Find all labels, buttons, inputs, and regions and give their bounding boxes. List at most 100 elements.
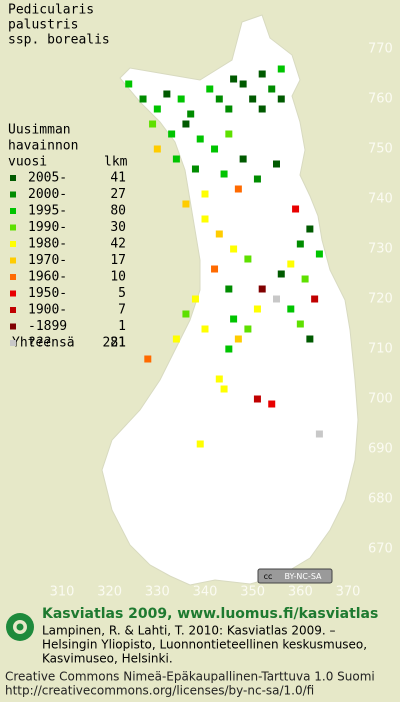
record-square [315,250,323,258]
record-square [182,310,190,318]
legend-count: 42 [110,237,126,252]
record-square [311,295,319,303]
y-tick-label: 740 [368,192,393,207]
y-tick-label: 670 [368,542,393,557]
record-square [239,80,247,88]
legend-count: 5 [118,286,126,301]
record-square [253,175,261,183]
y-tick-label: 710 [368,342,393,357]
legend-heading: Uusimman [8,123,71,138]
x-tick-label: 350 [240,585,265,600]
record-square [244,325,252,333]
y-tick-label: 730 [368,242,393,257]
record-square [191,165,199,173]
record-square [258,70,266,78]
record-square [201,190,209,198]
title: ssp. borealis [8,33,110,48]
record-square [211,265,219,273]
cc-badge [257,568,333,584]
record-square [273,295,280,303]
y-tick-label: 680 [368,492,393,507]
record-square [296,240,304,248]
record-square [225,285,233,293]
legend-heading: havainnon [8,139,78,154]
record-square [277,270,285,278]
legend-label: 1900- [28,303,67,318]
record-square [182,200,190,208]
record-square [144,355,152,363]
record-square [244,255,252,263]
record-square [215,230,223,238]
legend-swatch [10,340,16,346]
legend-swatch [10,290,16,297]
legend-swatch [10,274,16,280]
x-tick-label: 320 [97,585,122,600]
record-square [296,320,304,328]
finland-outline [101,14,359,586]
legend-count: 30 [110,220,126,235]
legend-label: 1950- [28,286,67,301]
record-square [230,315,238,323]
legend-swatch [10,175,16,181]
record-square [206,85,214,93]
legend-count: 7 [118,303,126,318]
record-square [277,65,285,73]
record-square [306,225,314,233]
record-square [225,345,233,353]
record-square [287,305,295,313]
cc-badge-text: cc [264,572,273,581]
legend-count: 27 [110,187,126,202]
record-square [239,155,247,163]
record-square [268,400,276,408]
x-tick-label: 310 [50,585,75,600]
record-square [168,130,176,138]
legend-label: -1899 [28,319,67,334]
record-square [225,130,233,138]
record-square [196,135,204,143]
legend-swatch [10,208,16,214]
record-square [225,105,233,113]
legend-count: 80 [110,204,126,219]
legend-label: 2005- [28,171,67,186]
record-square [182,120,190,128]
record-square [230,245,238,253]
record-square [201,325,209,333]
license: Creative Commons Nimeä-Epäkaupallinen-Ta… [5,670,375,684]
legend-count: 17 [110,253,126,268]
citation: Lampinen, R. & Lahti, T. 2010: Kasviatla… [42,624,336,638]
record-square [301,275,309,283]
legend-count: 21 [110,336,126,351]
legend-label: ??? [28,336,51,351]
y-tick-label: 770 [368,42,393,57]
legend-count: 10 [110,270,126,285]
citation: Helsingin Yliopisto, Luonnontieteellinen… [42,638,367,652]
record-square [211,145,219,153]
legend-swatch [10,224,16,231]
record-square [139,95,147,103]
record-square [153,145,161,153]
record-square [249,95,257,103]
legend-total-label: Yhteensä [12,336,75,351]
record-square [215,375,223,383]
legend-label: 1990- [28,220,67,235]
legend-label: 1995- [28,204,67,219]
record-square [201,215,209,223]
record-square [163,90,171,98]
legend-swatch [10,241,16,247]
y-tick-label: 750 [368,142,393,157]
legend-label: 1970- [28,253,67,268]
record-square [292,205,300,213]
footer-title: Kasviatlas 2009, www.luomus.fi/kasviatla… [42,606,378,622]
record-square [234,185,242,193]
legend-swatch [10,323,16,330]
x-tick-label: 340 [193,585,218,600]
x-tick-label: 330 [145,585,170,600]
legend-label: 1980- [28,237,67,252]
legend-total: 281 [103,336,126,351]
y-tick-label: 760 [368,92,393,107]
record-square [172,335,180,343]
license-url: http://creativecommons.org/licenses/by-n… [5,684,314,698]
record-square [215,95,223,103]
legend-count-heading: lkm [104,155,128,170]
